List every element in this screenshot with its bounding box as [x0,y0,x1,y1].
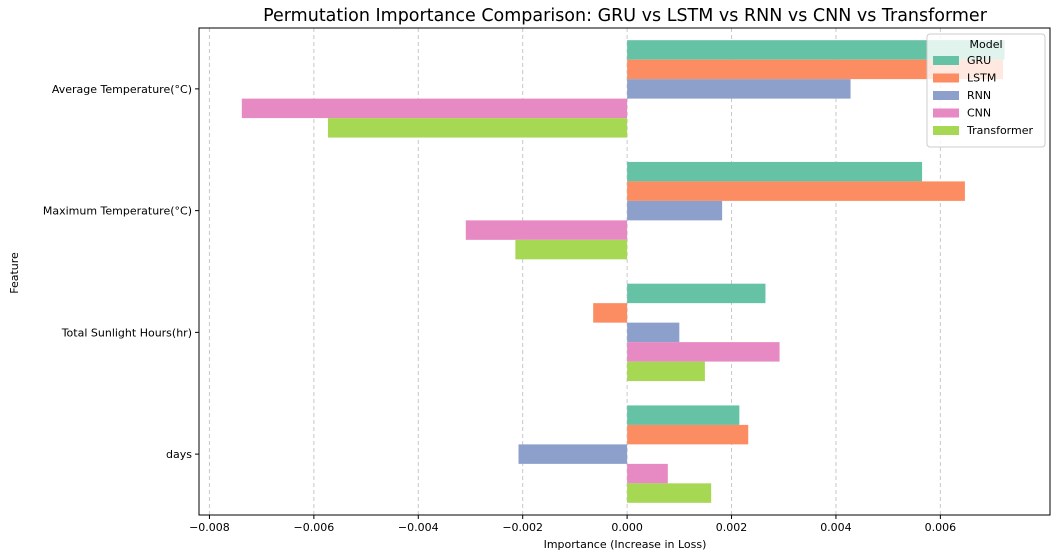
bar-gru-1 [627,161,923,182]
legend-label-gru: GRU [967,54,991,67]
legend-label-rnn: RNN [967,89,991,102]
y-tick-label: Average Temperature(°C) [52,83,192,96]
bar-gru-2 [627,283,766,304]
legend-label-transformer: Transformer [966,124,1033,137]
legend: Model GRU LSTM RNN CNN Transformer [926,33,1046,148]
x-tick-label: −0.002 [502,521,543,534]
bar-rnn-3 [518,444,628,464]
x-tick-label: −0.004 [398,521,439,534]
bar-gru-0 [627,40,1005,60]
plot-frame [198,27,1051,516]
legend-title: Model [969,38,1002,51]
bar-gru-3 [627,405,740,425]
legend-swatch-lstm [933,73,959,83]
legend-label-cnn: CNN [967,107,991,120]
x-tick-label: −0.008 [189,521,230,534]
bar-cnn-1 [465,220,628,240]
legend-label-lstm: LSTM [967,72,996,85]
legend-swatch-cnn [933,108,959,118]
bar-lstm-3 [627,424,749,445]
bar-transformer-3 [627,483,712,503]
bar-cnn-3 [627,463,668,484]
bar-rnn-0 [627,79,851,99]
y-tick-label: Maximum Temperature(°C) [43,205,192,218]
y-tick-label: days [166,448,192,461]
bar-lstm-0 [627,59,1004,80]
x-tick-label: 0.004 [820,521,852,534]
chart-title: Permutation Importance Comparison: GRU v… [263,6,988,26]
bar-lstm-2 [593,303,628,323]
bar-layer [241,40,1005,503]
bar-rnn-1 [627,200,723,221]
axis-layer: −0.008 −0.006 −0.004 −0.002 0.000 0.002 0.004 0… [43,27,1051,534]
bar-transformer-0 [327,118,628,138]
legend-swatch-transformer [933,126,959,135]
y-tick-label: Total Sunlight Hours(hr) [61,326,192,339]
bar-cnn-2 [627,342,780,362]
x-tick-label: 0.006 [925,521,957,534]
bar-transformer-1 [515,239,628,260]
x-tick-label: 0.002 [716,521,748,534]
y-axis-label: Feature [8,252,21,294]
bar-cnn-0 [241,98,628,119]
legend-swatch-gru [933,56,959,65]
bar-transformer-2 [627,361,705,382]
x-tick-label: −0.006 [293,521,334,534]
bar-lstm-1 [627,181,965,201]
x-axis-label: Importance (Increase in Loss) [544,538,707,551]
legend-swatch-rnn [933,91,959,100]
x-tick-label: 0.000 [611,521,643,534]
bar-rnn-2 [627,322,680,343]
